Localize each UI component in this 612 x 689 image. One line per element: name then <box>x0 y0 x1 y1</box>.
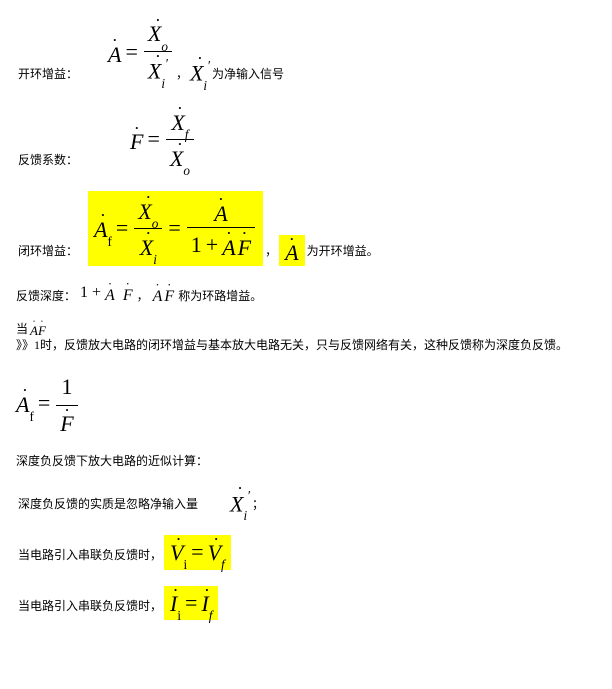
label-essence-after: ； <box>252 496 264 519</box>
line-open-loop-gain: 开环增益： •A = •Xo •Xi′ ， •Xi′ 为净输入信号 <box>16 16 596 88</box>
expr-1plusAF: 1 + •A •F <box>80 282 133 304</box>
label-closed-loop: 闭环增益： <box>18 243 78 266</box>
label-series-v: 当电路引入串联负反馈时， <box>18 547 162 570</box>
line-approx-calc: 深度负反馈下放大电路的近似计算： <box>16 453 596 470</box>
label-loop-gain: 称为环路增益。 <box>178 288 262 305</box>
sym-xi-prime: •Xi′ <box>190 56 210 88</box>
formula-open-loop: •A = •Xo •Xi′ <box>108 16 174 88</box>
label-feedback-depth: 反馈深度： <box>16 288 76 305</box>
line-closed-loop-gain: 闭环增益： •Af = •Xo •Xi = •A 1 + •A •F ， •A … <box>16 191 596 266</box>
formula-closed-loop-hl: •Af = •Xo •Xi = •A 1 + •A •F <box>88 191 263 266</box>
line-Af-approx: •Af = 1 •F <box>16 370 596 437</box>
label-essence: 深度负反馈的实质是忽略净输入量 <box>18 496 198 519</box>
label-open-loop: 开环增益： <box>18 66 78 89</box>
sym-xi-prime-2: •Xi′ <box>230 486 250 518</box>
label-net-input: 为净输入信号 <box>212 66 284 89</box>
line-feedback-depth: 反馈深度： 1 + •A •F ， •A •F 称为环路增益。 <box>16 282 596 304</box>
formula-Af-approx: •Af = 1 •F <box>16 370 80 437</box>
expr-AF: •A •F <box>153 284 175 304</box>
formula-Ii-If: •Ii = •If <box>164 586 218 621</box>
sep3: ， <box>265 243 277 266</box>
label-deep-feedback: 》》1时，反馈放大电路的闭环增益与基本放大电路无关，只与反馈网络有关，这种反馈称… <box>16 337 568 354</box>
line-feedback-coeff: 反馈系数： •F = •Xf •Xo <box>16 104 596 175</box>
line-series-feedback-i: 当电路引入串联负反馈时， •Ii = •If <box>16 586 596 621</box>
sep4: ， <box>137 288 149 305</box>
sep1: ， <box>176 66 188 89</box>
sym-A-hl: •A <box>279 235 304 266</box>
line-series-feedback-v: 当电路引入串联负反馈时， •Vi = •Vf <box>16 535 596 570</box>
sym-A: A <box>108 42 121 67</box>
label-series-i: 当电路引入串联负反馈时， <box>18 598 162 621</box>
label-feedback-coeff: 反馈系数： <box>18 152 78 175</box>
label-open-loop-after: 为开环增益。 <box>307 243 379 266</box>
formula-feedback-coeff: •F = •Xf •Xo <box>130 104 196 175</box>
line-deep-feedback-cond: 当 •A •F 》》1时，反馈放大电路的闭环增益与基本放大电路无关，只与反馈网络… <box>16 321 596 355</box>
expr-AF-2: •A •F <box>30 321 46 338</box>
label-approx-calc: 深度负反馈下放大电路的近似计算： <box>16 453 208 470</box>
label-when: 当 <box>16 321 28 338</box>
formula-Vi-Vf: •Vi = •Vf <box>164 535 231 570</box>
line-essence: 深度负反馈的实质是忽略净输入量 •Xi′ ； <box>16 486 596 518</box>
